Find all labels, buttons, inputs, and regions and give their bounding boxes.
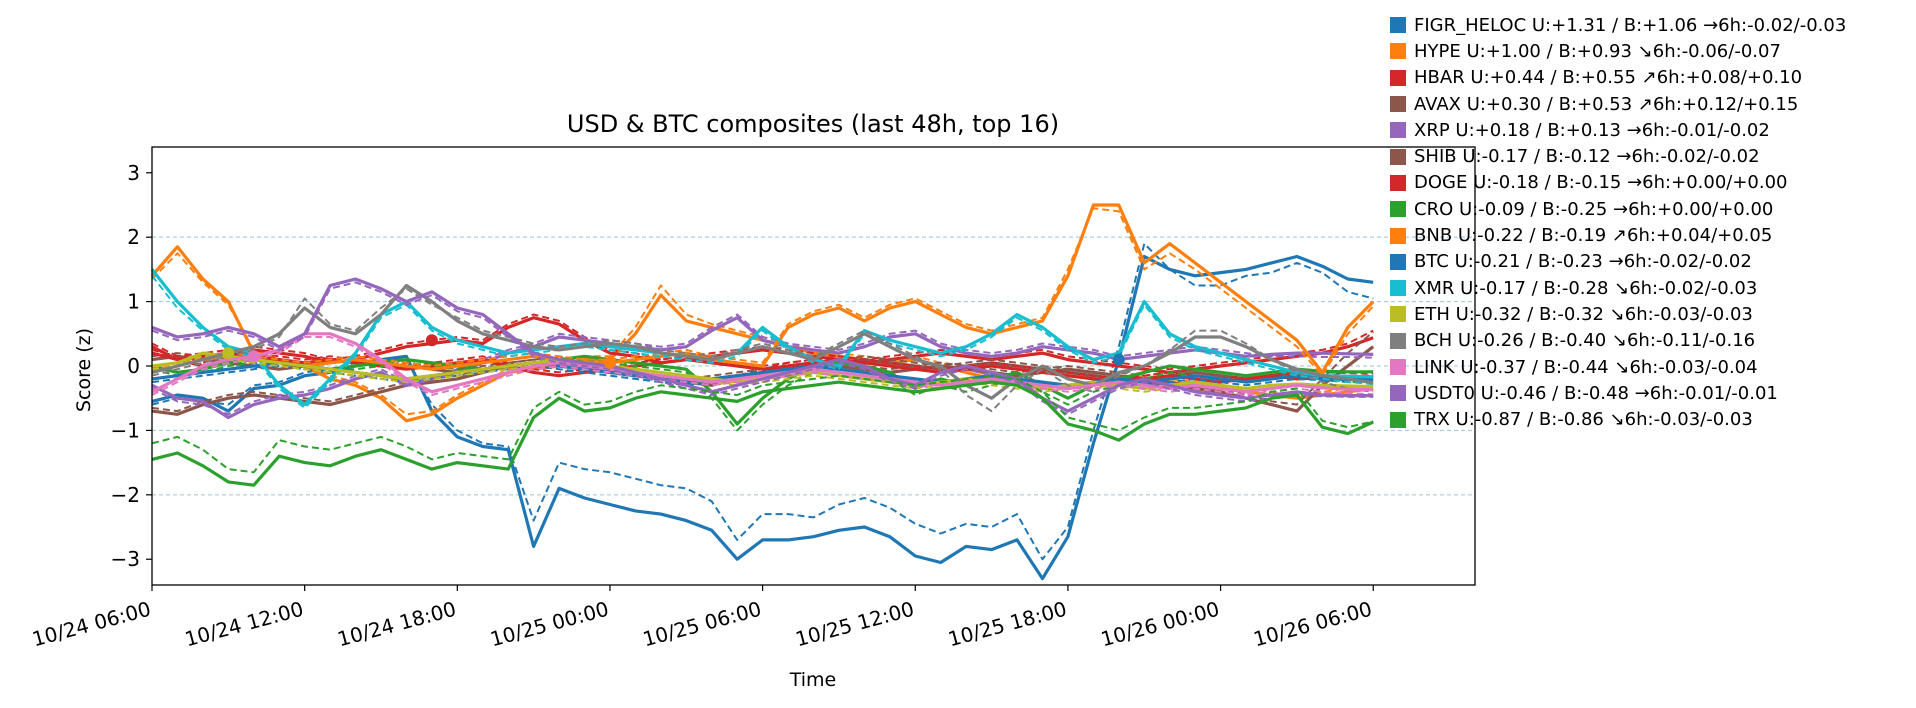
legend-swatch [1390,69,1406,86]
series-lines [150,203,1375,581]
legend: FIGR_HELOC U:+1.31 / B:+1.06 →6h:-0.02/-… [1390,12,1910,433]
x-tick-label: 10/25 00:00 [488,597,612,652]
series-line-btc-usdt0 [151,281,1374,416]
legend-item-doge: DOGE U:-0.18 / B:-0.15 →6h:+0.00/+0.00 [1390,170,1910,196]
point-marker-hbar [425,334,438,347]
legend-item-bch: BCH U:-0.26 / B:-0.40 ↘6h:-0.11/-0.16 [1390,328,1910,354]
legend-swatch [1390,359,1406,375]
series-line-usd-bnb [151,203,1375,374]
legend-swatch [1390,280,1406,297]
series-line-btc-xmr [151,275,1374,409]
series-line-usd-xmr [150,268,1374,407]
legend-swatch [1390,411,1406,428]
series-line-btc-xrp [151,313,1374,416]
series-line-usd-usdt0 [151,277,1374,413]
legend-label: CRO U:-0.09 / B:-0.25 →6h:+0.00/+0.00 [1414,198,1774,220]
series-line-usd-doge [151,351,1374,384]
y-tick-label: −3 [111,547,140,571]
series-line-usd-figr_heloc [151,254,1374,581]
x-tick-label: 10/24 18:00 [335,597,459,652]
series-line-usd-cro [151,354,1374,426]
legend-item-usdt0: USDT0 U:-0.46 / B:-0.48 →6h:-0.01/-0.01 [1390,380,1910,406]
y-tick-label: 0 [127,354,140,378]
y-axis-label: Score (z) [73,328,95,412]
legend-item-btc: BTC U:-0.21 / B:-0.23 →6h:-0.02/-0.02 [1390,249,1910,275]
legend-label: HYPE U:+1.00 / B:+0.93 ↘6h:-0.06/-0.07 [1414,40,1781,62]
y-tick-label: 2 [127,225,140,249]
legend-label: HBAR U:+0.44 / B:+0.55 ↗6h:+0.08/+0.10 [1414,67,1803,89]
legend-label: LINK U:-0.37 / B:-0.44 ↘6h:-0.03/-0.04 [1414,356,1758,378]
legend-label: DOGE U:-0.18 / B:-0.15 →6h:+0.00/+0.00 [1414,172,1788,194]
legend-label: TRX U:-0.87 / B:-0.86 ↘6h:-0.03/-0.03 [1414,409,1753,431]
series-line-btc-trx [151,374,1374,474]
x-axis-label: Time [789,669,837,691]
legend-item-xrp: XRP U:+0.18 / B:+0.13 →6h:-0.01/-0.02 [1390,117,1910,143]
legend-label: ETH U:-0.32 / B:-0.32 ↘6h:-0.03/-0.03 [1414,303,1753,325]
series-line-btc-bch [151,287,1374,413]
legend-item-figr_heloc: FIGR_HELOC U:+1.31 / B:+1.06 →6h:-0.02/-… [1390,12,1910,38]
legend-item-hbar: HBAR U:+0.44 / B:+0.55 ↗6h:+0.08/+0.10 [1390,65,1910,91]
legend-label: XMR U:-0.17 / B:-0.28 ↘6h:-0.02/-0.03 [1414,277,1758,299]
legend-item-eth: ETH U:-0.32 / B:-0.32 ↘6h:-0.03/-0.03 [1390,301,1910,327]
legend-swatch [1390,201,1406,218]
legend-swatch [1390,174,1406,191]
legend-swatch [1390,253,1406,270]
legend-label: USDT0 U:-0.46 / B:-0.48 →6h:-0.01/-0.01 [1414,382,1778,404]
legend-label: BNB U:-0.22 / B:-0.19 ↗6h:+0.04/+0.05 [1414,225,1773,247]
legend-label: SHIB U:-0.17 / B:-0.12 →6h:-0.02/-0.02 [1414,146,1760,168]
legend-item-trx: TRX U:-0.87 / B:-0.86 ↘6h:-0.03/-0.03 [1390,406,1910,432]
legend-swatch [1390,148,1406,165]
legend-item-bnb: BNB U:-0.22 / B:-0.19 ↗6h:+0.04/+0.05 [1390,222,1910,248]
point-marker-link [247,350,260,363]
series-line-usd-trx [151,380,1374,487]
series-line-usd-bch [151,283,1374,400]
legend-label: BCH U:-0.26 / B:-0.40 ↘6h:-0.11/-0.16 [1414,330,1756,352]
x-tick-label: 10/24 06:00 [30,597,154,652]
series-line-btc-btc [151,365,1374,390]
series-line-usd-link [151,332,1374,394]
legend-swatch [1390,17,1406,34]
legend-item-hype: HYPE U:+1.00 / B:+0.93 ↘6h:-0.06/-0.07 [1390,38,1910,64]
legend-item-avax: AVAX U:+0.30 / B:+0.53 ↗6h:+0.12/+0.15 [1390,91,1910,117]
point-marker-bnb [603,356,616,369]
series-line-btc-cro [151,358,1374,432]
x-tick-label: 10/25 06:00 [640,597,764,652]
series-line-btc-figr_heloc [151,242,1374,561]
legend-item-link: LINK U:-0.37 / B:-0.44 ↘6h:-0.03/-0.04 [1390,354,1910,380]
x-tick-label: 10/26 00:00 [1098,597,1222,652]
x-tick-label: 10/25 12:00 [793,597,917,652]
legend-swatch [1390,96,1406,113]
y-tick-label: −1 [111,418,140,442]
legend-swatch [1390,43,1406,60]
legend-swatch [1390,122,1406,139]
x-tick-label: 10/25 18:00 [946,597,1070,652]
axes: 3 2 1 0 −1 −2 −3 10/24 06:00 10/24 12:00 10/24 18… [30,146,1476,652]
legend-item-shib: SHIB U:-0.17 / B:-0.12 →6h:-0.02/-0.02 [1390,143,1910,169]
point-marker-eth [222,347,235,360]
series-line-btc-bnb [151,207,1374,377]
y-tick-label: 3 [127,161,140,185]
y-tick-label: 1 [127,290,140,314]
legend-swatch [1390,385,1406,402]
legend-label: FIGR_HELOC U:+1.31 / B:+1.06 →6h:-0.02/-… [1414,14,1847,36]
point-marker-figr_heloc [1112,353,1125,366]
legend-item-cro: CRO U:-0.09 / B:-0.25 →6h:+0.00/+0.00 [1390,196,1910,222]
point-markers [222,334,1125,369]
legend-label: XRP U:+0.18 / B:+0.13 →6h:-0.01/-0.02 [1414,119,1770,141]
legend-swatch [1390,227,1406,244]
legend-swatch [1390,332,1406,349]
chart-title: USD & BTC composites (last 48h, top 16) [567,110,1059,138]
x-tick-label: 10/26 06:00 [1251,597,1375,652]
legend-label: AVAX U:+0.30 / B:+0.53 ↗6h:+0.12/+0.15 [1414,93,1799,115]
legend-item-xmr: XMR U:-0.17 / B:-0.28 ↘6h:-0.02/-0.03 [1390,275,1910,301]
x-tick-label: 10/24 12:00 [182,597,306,652]
legend-swatch [1390,306,1406,323]
legend-label: BTC U:-0.21 / B:-0.23 →6h:-0.02/-0.02 [1414,251,1752,273]
y-tick-label: −2 [111,483,140,507]
